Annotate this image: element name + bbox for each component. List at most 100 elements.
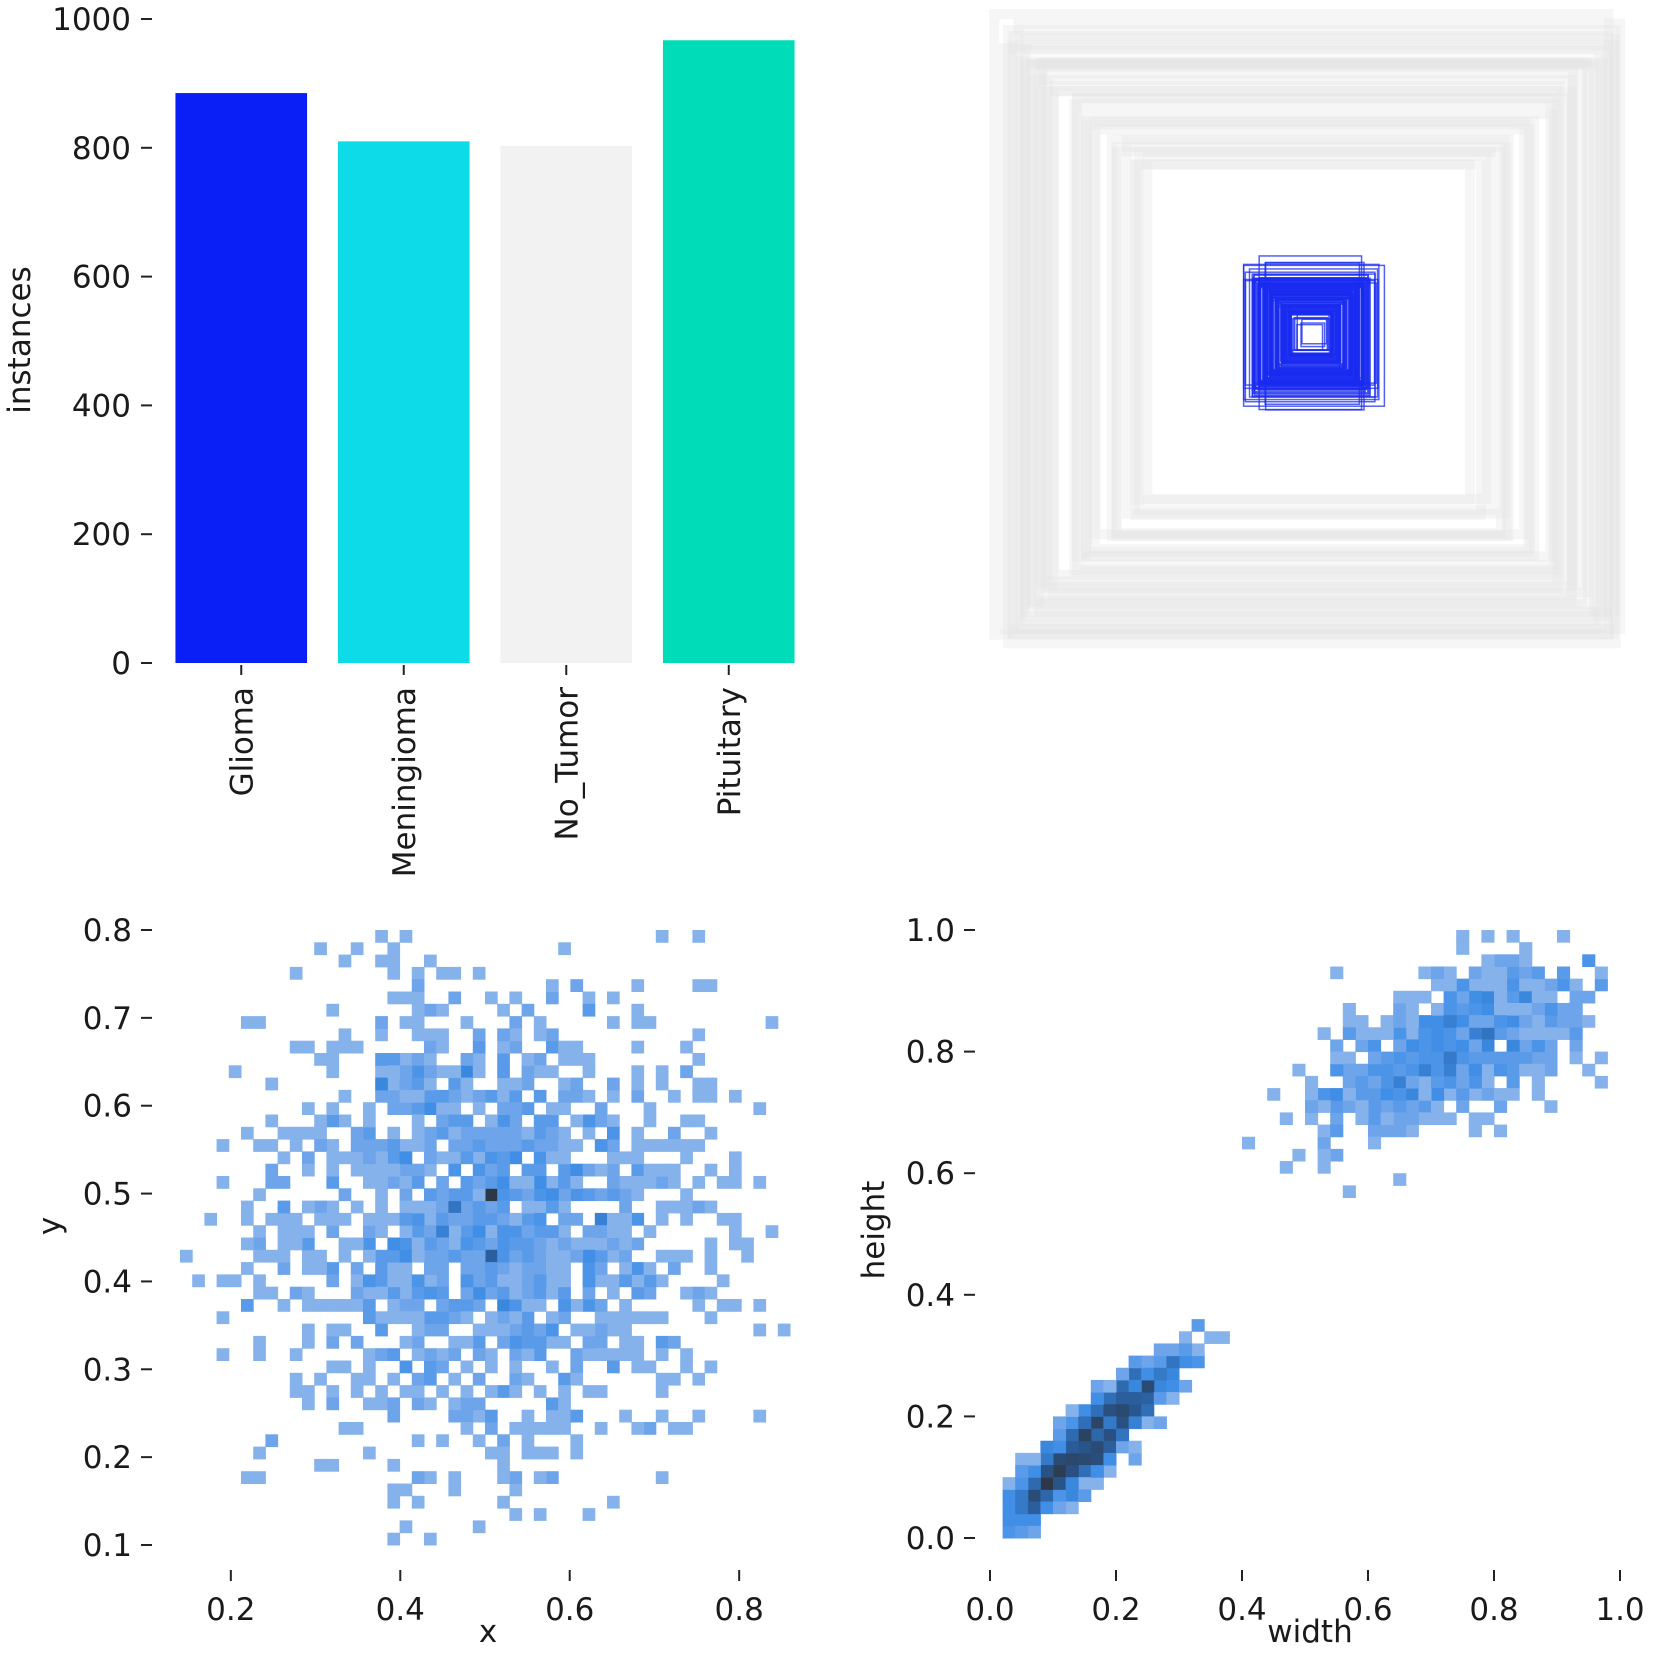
xy-histogram-cell [436, 1126, 449, 1140]
xy-histogram-cell [582, 991, 596, 1005]
xy-histogram-cell [521, 1065, 535, 1079]
wh-histogram-cell [1481, 1063, 1495, 1077]
xy-histogram-cell [729, 1176, 742, 1189]
xy-histogram-cell [668, 1200, 681, 1214]
large-box-outline [1131, 159, 1475, 505]
xy-histogram-cell [497, 1458, 510, 1472]
xy-histogram-cell [533, 1089, 547, 1103]
wh-histogram-cell [1418, 1015, 1432, 1028]
xy-histogram-cell [326, 1114, 340, 1128]
xy-histogram-cell [582, 1274, 596, 1288]
xy-histogram-cell [460, 1053, 474, 1066]
wh-histogram-cell [1027, 1465, 1041, 1478]
xy-histogram-cell [594, 1299, 608, 1312]
xy-histogram-cell [387, 1311, 401, 1325]
xy-histogram-cell [399, 1225, 413, 1238]
xy-histogram-cell [643, 1311, 657, 1325]
xy-histogram-cell [643, 1225, 657, 1238]
xy-histogram-cell [289, 1237, 303, 1251]
large-box-outline [1071, 93, 1556, 562]
large-box-outline [1013, 18, 1626, 634]
wh-histogram-cell [1355, 1039, 1369, 1053]
wh-histogram-cell [1342, 1088, 1356, 1101]
small-box-outline [1256, 282, 1366, 386]
xy-histogram-cell [485, 1212, 498, 1226]
xy-histogram-cell [497, 1212, 510, 1226]
xy-histogram-cell [668, 1176, 681, 1189]
wh-histogram-cell [1204, 1331, 1218, 1344]
xy-histogram-cell [326, 1360, 340, 1374]
xy-histogram-cell [289, 1040, 303, 1054]
xy-histogram-cell [558, 1249, 571, 1263]
wh-histogram-cell [1141, 1404, 1155, 1417]
xy-histogram-cell [375, 1188, 388, 1202]
xy-histogram-cell [485, 1225, 498, 1238]
xy-histogram-cell [485, 1446, 498, 1460]
xy-histogram-cell [570, 1053, 584, 1066]
wh-histogram-cell [1027, 1452, 1041, 1466]
wh-histogram-cell [1494, 990, 1508, 1004]
wh-histogram-cell [1405, 1039, 1419, 1053]
xy-histogram-cell [375, 1163, 388, 1177]
xy-histogram-cell [631, 1065, 645, 1079]
wh-histogram-cell [1531, 1015, 1545, 1028]
wh-histogram-cell [1531, 978, 1545, 992]
xy-histogram-cell [546, 1102, 559, 1115]
xy-histogram-cell [631, 1335, 645, 1349]
wh-histogram-cell [1544, 978, 1558, 992]
xy-histogram-cell [631, 1040, 645, 1054]
xy-histogram-cell [546, 1397, 559, 1411]
large-box-outline [1026, 58, 1587, 607]
wh-histogram-cell [1330, 1039, 1344, 1053]
xy-histogram-cell [546, 1311, 559, 1325]
xy-histogram-cell [411, 1163, 425, 1177]
wh-histogram-cell [1468, 1063, 1482, 1077]
wh-histogram-cell [1002, 1477, 1016, 1490]
wh-histogram-cell [1519, 1002, 1533, 1016]
xy-histogram-cell [472, 1163, 486, 1177]
wh-histogram-cell [1355, 1027, 1369, 1040]
xy-histogram-cell [387, 1483, 401, 1497]
wh-histogram-cell [1216, 1331, 1230, 1344]
wh-histogram-cell [1494, 1027, 1508, 1040]
xy-histogram-cell [216, 1348, 230, 1361]
wh-histogram-cell [1128, 1452, 1142, 1466]
xy-histogram-cell [655, 930, 669, 943]
xy-histogram-cell [570, 1249, 584, 1263]
wh-histogram-cell [1481, 978, 1495, 992]
xy-histogram-cell [594, 1212, 608, 1226]
wh-histogram-cell [1481, 1112, 1495, 1126]
wh-histogram-cell [1519, 990, 1533, 1004]
xy-histogram-cell [375, 1200, 388, 1214]
xy-histogram-cell [387, 1053, 401, 1066]
xy-histogram-cell [704, 1200, 718, 1214]
wh-histogram-cell [1506, 1039, 1520, 1053]
xy-histogram-cell [448, 1237, 462, 1251]
xy-histogram-cell [411, 1089, 425, 1103]
xy-histogram-cell [509, 1385, 523, 1398]
xy-histogram-cell [350, 1422, 364, 1435]
wh-histogram-cell [1380, 1088, 1394, 1101]
wh-histogram-cell [1292, 1063, 1306, 1077]
xy-histogram-cell [607, 1274, 620, 1288]
xy-histogram-cell [558, 1274, 571, 1288]
large-box-outline [1111, 141, 1512, 542]
xy-histogram-cell [655, 1385, 669, 1398]
xy-y-tick-label: 0.4 [83, 1264, 132, 1300]
xy-histogram-cell [753, 1409, 767, 1423]
small-box-outline [1285, 307, 1337, 361]
xy-histogram-cell [448, 1114, 462, 1128]
wh-histogram-cell [1330, 1112, 1344, 1126]
small-box-outline [1280, 305, 1342, 363]
xy-histogram-cell [704, 1360, 718, 1374]
xy-histogram-cell [533, 1212, 547, 1226]
xy-histogram-cell [655, 1335, 669, 1349]
xy-histogram-cell [411, 1274, 425, 1288]
xy-histogram-cell [655, 1163, 669, 1177]
xy-histogram-cell [302, 1335, 315, 1349]
xy-histogram-cell [387, 1126, 401, 1140]
wh-histogram-cell [1065, 1465, 1079, 1478]
xy-histogram-cell [594, 1385, 608, 1398]
xy-histogram-cell [546, 1114, 559, 1128]
wh-histogram-cell [1506, 1063, 1520, 1077]
